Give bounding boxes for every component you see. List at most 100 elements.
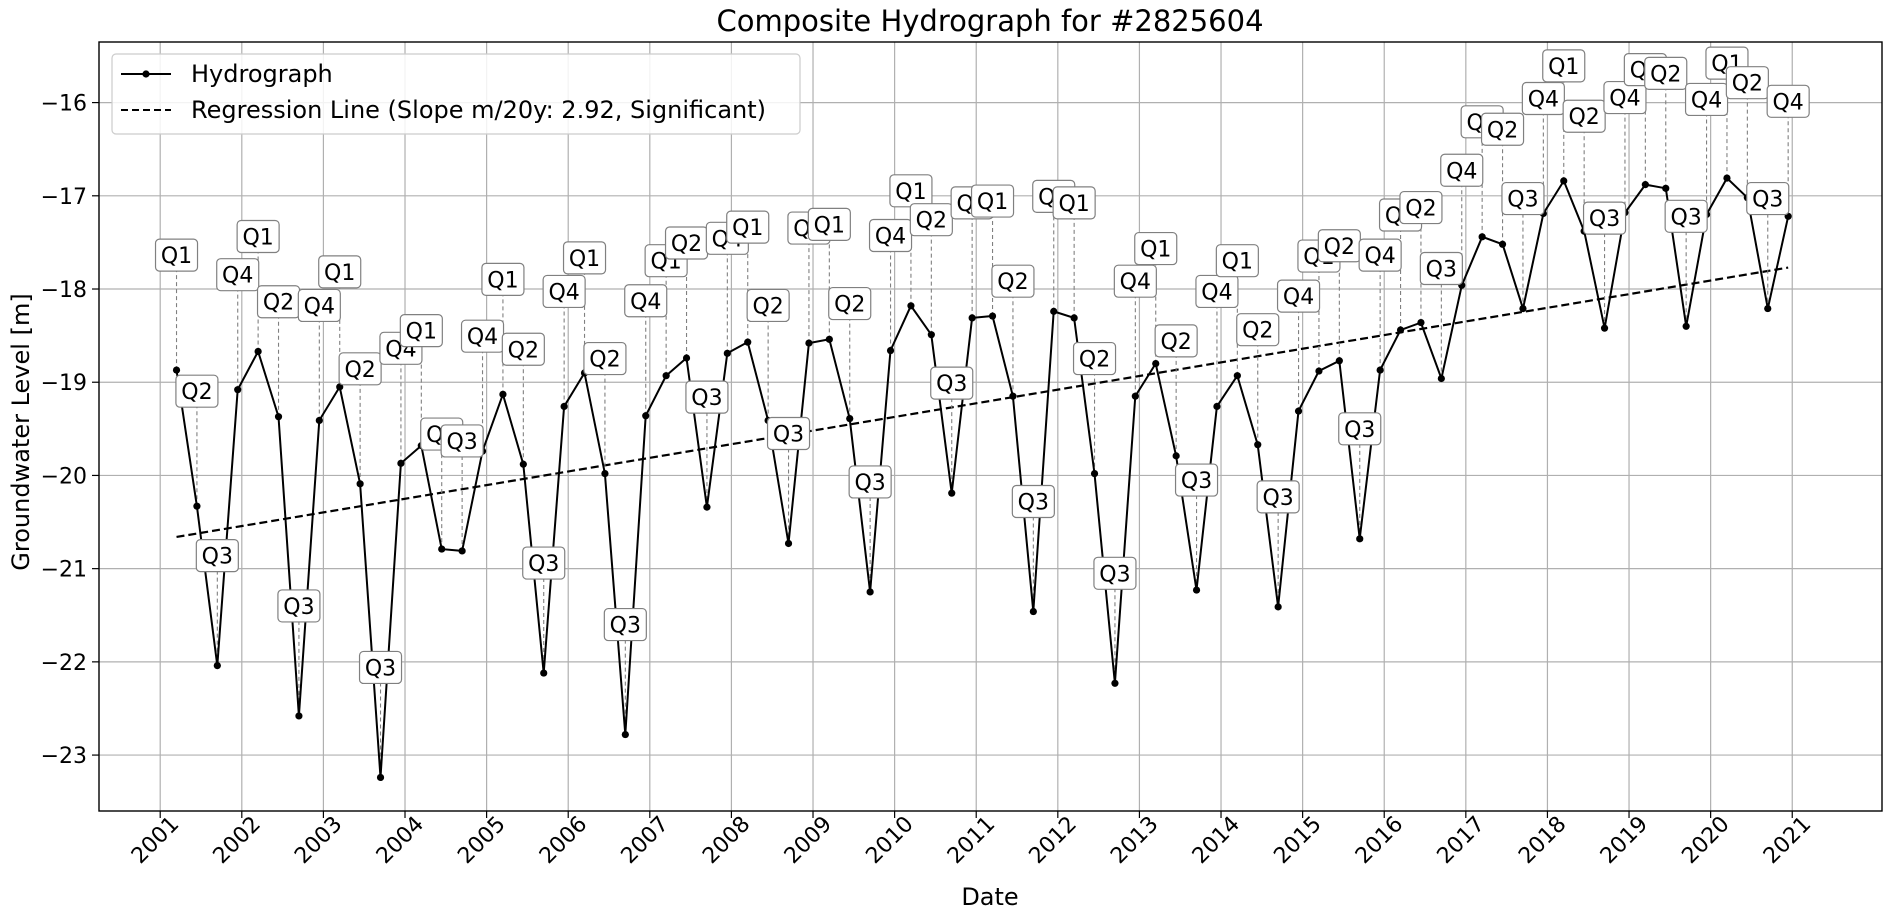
- hydrograph-point: [499, 390, 507, 398]
- quarter-label-box: [1236, 313, 1280, 347]
- quarter-label-text: Q1: [895, 180, 926, 205]
- hydrograph-point: [438, 545, 446, 553]
- quarter-label: Q2: [909, 203, 953, 237]
- quarter-label-text: Q2: [1568, 105, 1599, 130]
- quarter-label: Q2: [1644, 56, 1688, 90]
- hydrograph-point: [1376, 366, 1384, 374]
- quarter-label-text: Q3: [1181, 469, 1212, 494]
- hydrograph-point: [560, 402, 568, 411]
- hydrograph-point: [1090, 469, 1099, 478]
- quarter-label: Q1: [154, 238, 199, 272]
- quarter-label-text: Q3: [446, 430, 477, 455]
- hydrograph-point: [948, 489, 956, 497]
- x-tick-label: 2012: [1025, 812, 1082, 869]
- quarter-label-text: Q3: [854, 471, 885, 496]
- quarter-label-box: [1664, 199, 1708, 233]
- quarter-label: Q3: [1664, 199, 1708, 233]
- quarter-label: Q1: [970, 184, 1015, 218]
- hydrograph-point: [723, 349, 731, 357]
- quarter-label: Q1: [481, 262, 525, 296]
- hydrograph-point: [744, 338, 752, 346]
- quarter-label-box: [1521, 81, 1565, 116]
- quarter-label: Q1: [562, 241, 607, 275]
- quarter-label-text: Q2: [589, 348, 620, 373]
- quarter-label-box: [1440, 153, 1484, 187]
- hydrograph-point: [1560, 177, 1568, 185]
- hydrograph-point: [213, 661, 221, 670]
- quarter-label: Q4: [868, 218, 913, 253]
- quarter-label-box: [828, 286, 872, 321]
- quarter-label: Q3: [1501, 181, 1545, 216]
- quarter-label-box: [216, 258, 260, 292]
- hydrograph-point: [1315, 367, 1323, 375]
- quarter-label: Q3: [603, 607, 647, 642]
- x-tick-label: 2006: [535, 812, 592, 869]
- x-tick-label: 2019: [1596, 812, 1653, 869]
- quarter-label-box: [726, 210, 770, 244]
- quarter-label-box: [195, 538, 239, 573]
- quarter-label-text: Q4: [1528, 88, 1559, 113]
- hydrograph-point: [1192, 586, 1201, 594]
- legend-regression-label: Regression Line (Slope m/20y: 2.92, Sign…: [191, 96, 766, 124]
- hydrograph-point: [1356, 535, 1364, 543]
- hydrograph-point: [1417, 318, 1425, 327]
- quarter-label: Q2: [256, 285, 301, 319]
- hydrograph-point: [846, 414, 854, 423]
- quarter-label-box: [624, 284, 668, 318]
- y-tick-label: −23: [41, 744, 87, 769]
- quarter-label-box: [154, 238, 199, 272]
- grid-lines: [99, 42, 1882, 811]
- hydrograph-point: [825, 335, 833, 343]
- quarter-label-text: Q4: [1772, 90, 1803, 115]
- hydrograph-point: [1396, 326, 1405, 334]
- x-tick-label: 2011: [943, 812, 1000, 869]
- hydrograph-point: [1519, 304, 1527, 313]
- quarter-label-box: [1093, 556, 1137, 590]
- quarter-label-box: [1338, 412, 1382, 446]
- quarter-label-text: Q3: [1099, 562, 1130, 587]
- hydrograph-point: [519, 460, 527, 468]
- quarter-label-box: [1358, 238, 1402, 272]
- quarter-label: Q3: [522, 546, 566, 580]
- quarter-label-box: [522, 546, 566, 580]
- quarter-label-text: Q1: [1140, 238, 1171, 263]
- quarter-label-text: Q1: [406, 320, 437, 345]
- hydrograph-point: [1131, 392, 1139, 400]
- hydrograph-point: [315, 416, 323, 425]
- quarter-label-box: [175, 374, 219, 408]
- quarter-label: Q1: [1542, 49, 1586, 83]
- quarter-label: Q4: [1276, 279, 1321, 313]
- quarter-label-text: Q3: [1670, 205, 1701, 230]
- quarter-label: Q1: [1134, 231, 1178, 266]
- quarter-label-text: Q2: [997, 270, 1028, 295]
- quarter-label-box: [1052, 186, 1096, 220]
- hydrograph-point: [1437, 374, 1445, 383]
- quarter-label-text: Q3: [1018, 491, 1049, 516]
- quarter-label: Q4: [1766, 84, 1810, 118]
- hydrograph-point: [1764, 304, 1772, 313]
- quarter-label-text: Q1: [242, 225, 273, 250]
- quarter-label-box: [1582, 201, 1627, 235]
- quarter-label-text: Q1: [324, 261, 355, 286]
- hydrograph-point: [1254, 441, 1262, 449]
- quarter-label-text: Q1: [161, 244, 192, 269]
- quarter-label: Q1: [889, 174, 933, 208]
- hydrograph-point: [1274, 603, 1282, 611]
- hydrograph-point: [1600, 324, 1609, 332]
- quarter-label-text: Q2: [1324, 235, 1355, 260]
- quarter-label-box: [1644, 56, 1688, 90]
- quarter-label: Q3: [1338, 412, 1382, 446]
- quarter-label: Q3: [440, 424, 484, 458]
- regression-series: [176, 266, 1789, 539]
- quarter-label-text: Q4: [1201, 280, 1232, 305]
- hydrograph-point: [1050, 307, 1058, 315]
- quarter-label-text: Q1: [1548, 55, 1579, 80]
- quarter-label-text: Q3: [1426, 257, 1457, 282]
- hydrograph-point: [1213, 402, 1221, 411]
- x-tick-label: 2016: [1351, 812, 1408, 869]
- quarter-label: Q3: [358, 650, 403, 685]
- quarter-label-text: Q2: [834, 293, 865, 318]
- x-tick-label: 2005: [453, 812, 510, 869]
- quarter-label: Q2: [1725, 66, 1769, 100]
